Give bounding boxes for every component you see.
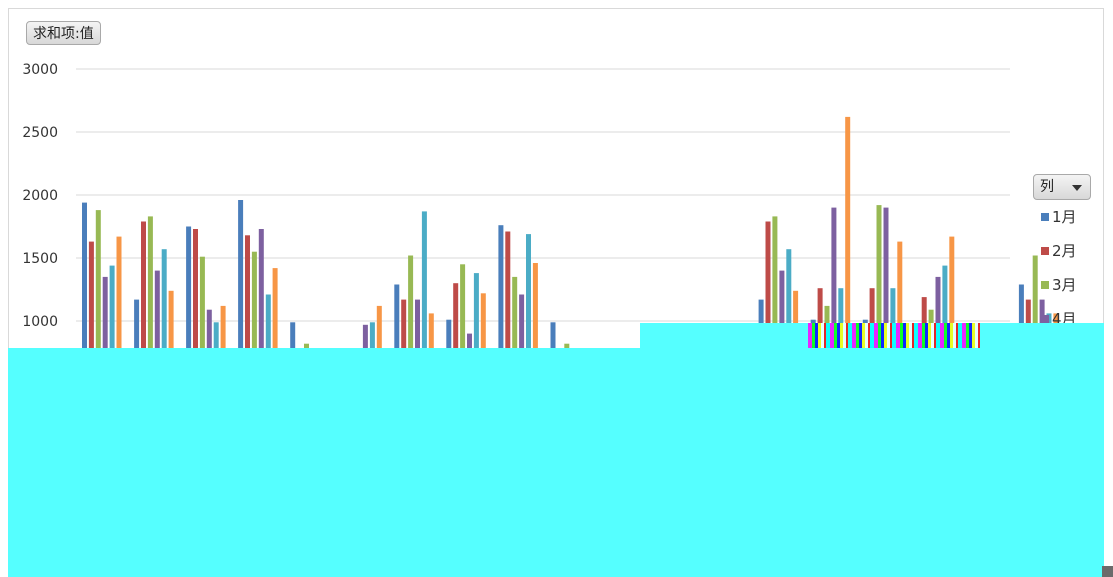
legend-item: 1月 [1041,207,1077,227]
bar [845,116,851,385]
y-tick-label: 3000 [22,62,58,78]
render-glitch [808,323,980,348]
chevron-down-icon [1072,185,1082,191]
bar [245,235,250,384]
bar [394,284,400,384]
bar [82,202,87,384]
bar [897,241,903,384]
legend-swatch [1041,246,1049,255]
legend-label: 1月 [1052,208,1077,226]
bar [134,299,140,384]
bar [186,226,192,384]
bar [831,207,837,384]
bar [453,283,459,384]
bar [116,236,122,384]
bar [505,231,511,384]
y-tick-label: 2500 [22,125,58,141]
bar [408,255,414,384]
bar [786,249,792,384]
bar [141,221,146,384]
bar [376,305,382,384]
bar [238,200,244,384]
legend-swatch [1041,314,1049,323]
bar [415,299,420,384]
bar [272,268,278,384]
y-tick-label: 2000 [22,188,58,204]
bar [473,273,479,384]
bar [949,236,955,384]
bar [421,211,427,384]
corner-marker [1102,566,1113,577]
legend-label: 3月 [1052,276,1077,294]
legend-swatch [1041,280,1049,289]
bar [401,299,407,384]
bar [161,249,167,384]
bar [88,241,94,384]
bar [883,207,889,384]
bar [772,216,778,384]
bar [526,234,531,384]
y-tick-label: 1000 [22,314,58,330]
bar [258,229,264,384]
bar [199,256,205,384]
bar [147,216,153,384]
value-field-button[interactable]: 求和项:值 [26,21,101,45]
legend-item: 3月 [1041,275,1077,295]
bar [519,294,525,384]
bar [102,276,108,384]
cyan-overlay [8,348,1104,577]
bar [480,293,486,384]
bar [512,276,518,384]
bar [251,251,257,384]
bar [1032,255,1038,384]
column-filter-label: 列 [1040,179,1054,195]
bar [109,265,115,384]
bar [220,305,226,384]
bar [95,210,101,384]
bar [265,294,271,384]
legend-label: 2月 [1052,242,1077,260]
bar [154,270,160,384]
bar [765,221,771,384]
bar [168,290,174,384]
legend-item: 2月 [1041,241,1077,261]
column-filter-dropdown[interactable]: 列 [1033,174,1091,200]
bar [532,263,538,384]
y-tick-label: 1500 [22,251,58,267]
bar [498,225,504,384]
bar [193,229,198,384]
bar [876,205,882,384]
legend-swatch [1041,212,1049,221]
bar [460,264,466,384]
bar [206,309,212,384]
